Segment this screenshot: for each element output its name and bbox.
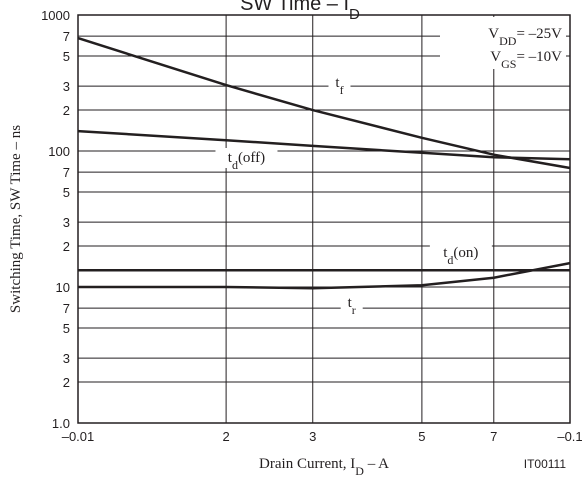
condition-rest: = –25V (516, 26, 562, 42)
x-tick-label: 7 (490, 429, 497, 444)
condition-sub: DD (499, 34, 517, 48)
series-label-main: t (228, 150, 233, 166)
y-tick-label: 1000 (41, 8, 70, 23)
y-tick-label: 2 (63, 239, 70, 254)
x-tick-label: –0.01 (62, 429, 95, 444)
y-tick-label: 7 (63, 29, 70, 44)
y-tick-label: 5 (63, 321, 70, 336)
condition-sub: GS (501, 57, 516, 71)
y-tick-label: 2 (63, 103, 70, 118)
x-label-rest: – A (364, 456, 389, 472)
chart-title: SW Time – ID (240, 0, 360, 23)
x-label-main: Drain Current, I (259, 456, 355, 472)
title-main: SW Time – I (240, 0, 349, 15)
x-axis-label: Drain Current, ID – A (259, 456, 389, 477)
condition: VGS= –10V (490, 49, 562, 71)
condition: VDD= –25V (488, 26, 562, 48)
y-tick-label: 7 (63, 301, 70, 316)
series-label-rest: (on) (453, 245, 478, 261)
y-tick-label: 100 (48, 144, 70, 159)
series-label-sub: f (340, 83, 344, 97)
series-label-main: t (443, 245, 448, 261)
condition-main: V (488, 26, 499, 42)
series-label: tf (335, 75, 343, 97)
series-label: td(off) (228, 150, 265, 172)
x-tick-label: 5 (418, 429, 425, 444)
y-tick-label: 2 (63, 375, 70, 390)
series-line (78, 261, 571, 290)
x-tick-label: 2 (222, 429, 229, 444)
y-tick-label: 5 (63, 185, 70, 200)
y-tick-label: 1.0 (52, 416, 70, 431)
y-tick-label: 3 (63, 215, 70, 230)
series-line (77, 129, 571, 161)
x-tick-label: 3 (309, 429, 316, 444)
plot-frame (77, 14, 571, 424)
series-label-sub: r (352, 303, 356, 317)
y-tick-label: 5 (63, 49, 70, 64)
condition-main: V (490, 49, 501, 65)
condition-rest: = –10V (516, 49, 562, 65)
y-tick-label: 7 (63, 165, 70, 180)
series-label-main: t (335, 75, 340, 91)
series-label: tr (348, 295, 356, 317)
title-sub: D (349, 6, 360, 23)
label-bg (429, 243, 492, 263)
label-bg (215, 148, 278, 168)
series-label-sub: d (232, 158, 238, 172)
x-tick-label: –0.1 (557, 429, 582, 444)
figure-code: IT00111 (524, 457, 567, 471)
series-label-main: t (348, 295, 353, 311)
series-label-rest: (off) (238, 150, 265, 166)
x-label-sub: D (355, 464, 364, 477)
y-tick-label: 3 (63, 79, 70, 94)
series-label-sub: d (447, 253, 453, 267)
conditions-bg (440, 17, 566, 69)
series-label: td(on) (443, 245, 478, 267)
label-bg (328, 73, 351, 93)
label-bg (340, 293, 363, 313)
y-tick-label: 3 (63, 351, 70, 366)
y-tick-label: 10 (56, 280, 70, 295)
y-axis-label: Switching Time, SW Time – ns (8, 125, 24, 313)
